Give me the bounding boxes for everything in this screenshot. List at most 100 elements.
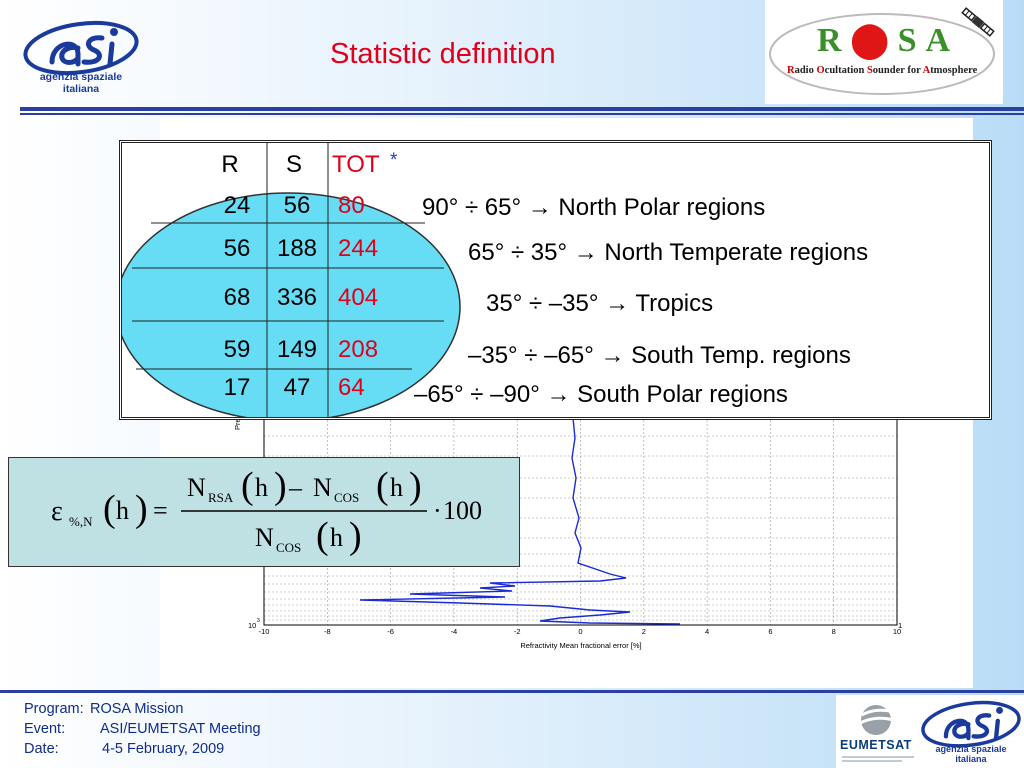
cell-r-1: 24 (224, 192, 251, 219)
asi-logo-line-2: italiana (63, 83, 99, 95)
cell-r-4: 59 (224, 336, 251, 363)
plot-x-tick-3: -4 (451, 627, 458, 636)
rosa-sub-cap-3: S (866, 65, 873, 76)
formula-epsilon-sub: %,N (69, 514, 93, 529)
rosa-sub-cap-1: R (787, 65, 795, 76)
footer-row-event: Event: ASI/EUMETSAT Meeting (24, 719, 261, 739)
rosa-sub-rest-2: cultation (824, 65, 867, 76)
formula-n-cos-bottom: N (255, 523, 274, 552)
formula-paren-close-1: ) (135, 488, 148, 530)
rosa-letter-r: R (817, 22, 851, 59)
footer-label-event: Event: (24, 721, 66, 737)
region-label-1: 90° ÷ 65° → North Polar regions (422, 194, 765, 221)
cell-s-1: 56 (284, 192, 311, 219)
cell-s-4: 149 (277, 336, 317, 363)
plot-y-tick-exp: 3 (257, 618, 260, 624)
asi-logo: agenzia spaziale italiana (23, 20, 139, 95)
rosa-logo: R⬤OSA Radio Ocultation Sounder for Atmos… (765, 0, 1003, 104)
header-rule-thin (20, 113, 1024, 115)
eumetsat-wordmark: EUMETSAT (840, 738, 912, 752)
region-label-4: –35° ÷ –65° → South Temp. regions (468, 342, 851, 369)
plot-y-tick-right: 1 (898, 621, 902, 630)
plot-x-tick-7: 4 (705, 627, 709, 636)
header-r: R (221, 151, 238, 178)
asi-logo-line-1: agenzia spaziale (40, 71, 122, 83)
cell-tot-1: 80 (338, 192, 365, 219)
footer-rule (0, 690, 1024, 693)
formula-sub-rsa: RSA (208, 490, 234, 505)
formula-n-cos-top: N (313, 473, 332, 502)
formula-times: · (433, 496, 442, 525)
footer-info: Program: ROSA Mission Event: ASI/EUMETSAT … (24, 699, 261, 759)
formula-paren-open-4: ( (316, 515, 329, 557)
formula-paren-close-3: ) (409, 465, 422, 507)
formula-paren-open-3: ( (376, 465, 389, 507)
satellite-icon (961, 7, 995, 37)
footer-row-date: Date: 4-5 February, 2009 (24, 739, 261, 759)
formula-hundred: 100 (443, 496, 482, 525)
footer-label-program: Program: (24, 701, 84, 717)
formula-paren-close-4: ) (349, 515, 362, 557)
cell-s-5: 47 (284, 374, 311, 401)
formula-h-3: h (390, 473, 403, 502)
footer-row-program: Program: ROSA Mission (24, 699, 261, 719)
header-star: * (390, 150, 398, 171)
rosa-sub-rest-3: ounder for (872, 65, 923, 76)
rosa-logo-subtitle: Radio Ocultation Sounder for Atmosphere (787, 65, 977, 76)
cell-r-2: 56 (224, 235, 251, 262)
formula-n-rsa: N (187, 473, 206, 502)
plot-y-label: Pre (233, 418, 242, 430)
eumetsat-tagline-graphic (842, 756, 914, 762)
rosa-sub-rest-1: adio (794, 65, 817, 76)
rosa-letter-o: ⬤ (850, 22, 898, 59)
footer-label-date: Date: (24, 741, 59, 757)
formula-paren-close-2: ) (274, 465, 287, 507)
formula-h-4: h (330, 523, 343, 552)
formula-box: ε %,N ( h ) = N RSA ( h ) – N COS ( h ) … (8, 457, 520, 567)
latitude-ellipse (122, 192, 461, 417)
region-stats-table: R S TOT * 24 56 80 56 188 244 68 336 404 59 149 208… (119, 140, 992, 420)
rosa-logo-word: R⬤OSA (817, 20, 959, 60)
plot-x-tick-4: -2 (514, 627, 521, 636)
header-rule (20, 107, 1024, 111)
rosa-sub-cap-2: O (816, 65, 825, 76)
formula-paren-open-1: ( (103, 488, 116, 530)
region-labels: 90° ÷ 65° → North Polar regions 65° ÷ 35°… (414, 194, 868, 408)
plot-y-tick-base: 10 (248, 621, 256, 630)
refractivity-error-curve (359, 417, 681, 625)
footer-value-program: ROSA Mission (90, 701, 184, 717)
rosa-sub-cap-4: A (922, 65, 931, 76)
plot-x-tick-10: 10 (893, 627, 901, 636)
asi-small-line-2: italiana (955, 754, 987, 764)
cell-tot-3: 404 (338, 284, 378, 311)
asi-small-line-1: agenzia spaziale (935, 744, 1006, 754)
footer-logos: EUMETSAT agenzia spaziale italiana (836, 695, 1024, 768)
plot-x-tick-9: 8 (832, 627, 836, 636)
cell-tot-2: 244 (338, 235, 378, 262)
table-rows: 24 56 80 56 188 244 68 336 404 59 149 208 17 47 64 (224, 192, 378, 401)
plot-x-tick-1: -8 (324, 627, 331, 636)
cell-tot-5: 64 (338, 374, 365, 401)
region-label-3: 35° ÷ –35° → Tropics (486, 290, 713, 317)
cell-s-3: 336 (277, 284, 317, 311)
formula-sub-cos-top: COS (334, 490, 359, 505)
plot-x-tick-2: -6 (387, 627, 394, 636)
formula-h-1: h (116, 496, 129, 525)
footer-value-event: ASI/EUMETSAT Meeting (100, 721, 261, 737)
header-s: S (286, 151, 302, 178)
slide-title: Statistic definition (330, 38, 556, 70)
formula-epsilon: ε (51, 496, 63, 527)
plot-x-tick-labels: -10 -8 -6 -4 -2 0 2 4 6 8 10 (259, 627, 902, 636)
footer-value-date: 4-5 February, 2009 (102, 741, 225, 757)
asi-logo-small: agenzia spaziale italiana (921, 700, 1021, 764)
plot-x-tick-5: 0 (578, 627, 582, 636)
rosa-letter-a: A (925, 22, 960, 59)
cell-s-2: 188 (277, 235, 317, 262)
plot-x-tick-8: 6 (768, 627, 772, 636)
rosa-sub-rest-4: tmosphere (930, 65, 978, 76)
header-tot: TOT (332, 151, 380, 178)
eumetsat-globe-icon (859, 705, 899, 735)
formula-equals: = (153, 496, 168, 525)
rosa-logo-ellipse (769, 13, 995, 95)
cell-r-3: 68 (224, 284, 251, 311)
